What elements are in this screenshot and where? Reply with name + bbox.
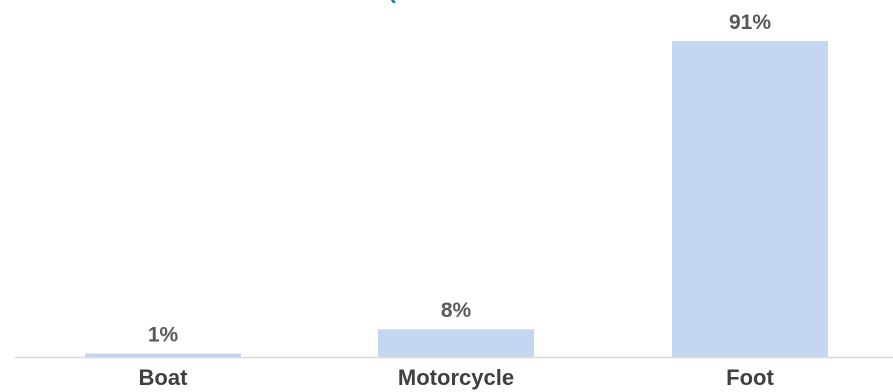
bar-foot [672, 41, 828, 357]
bar-boat [85, 353, 241, 357]
bar-motorcycle [378, 329, 534, 357]
x-tick-labels-group: Boat Motorcycle Foot [139, 365, 775, 390]
chart-title-fragment: ( [388, 0, 396, 4]
data-label-foot: 91% [729, 11, 771, 34]
x-tick-label-foot: Foot [726, 365, 774, 390]
x-tick-label-boat: Boat [139, 365, 189, 390]
data-label-boat: 1% [148, 324, 179, 347]
bars-group [85, 41, 828, 357]
x-tick-label-motorcycle: Motorcycle [398, 365, 514, 390]
data-label-motorcycle: 8% [441, 299, 472, 322]
data-labels-group: 1% 8% 91% [148, 11, 772, 347]
